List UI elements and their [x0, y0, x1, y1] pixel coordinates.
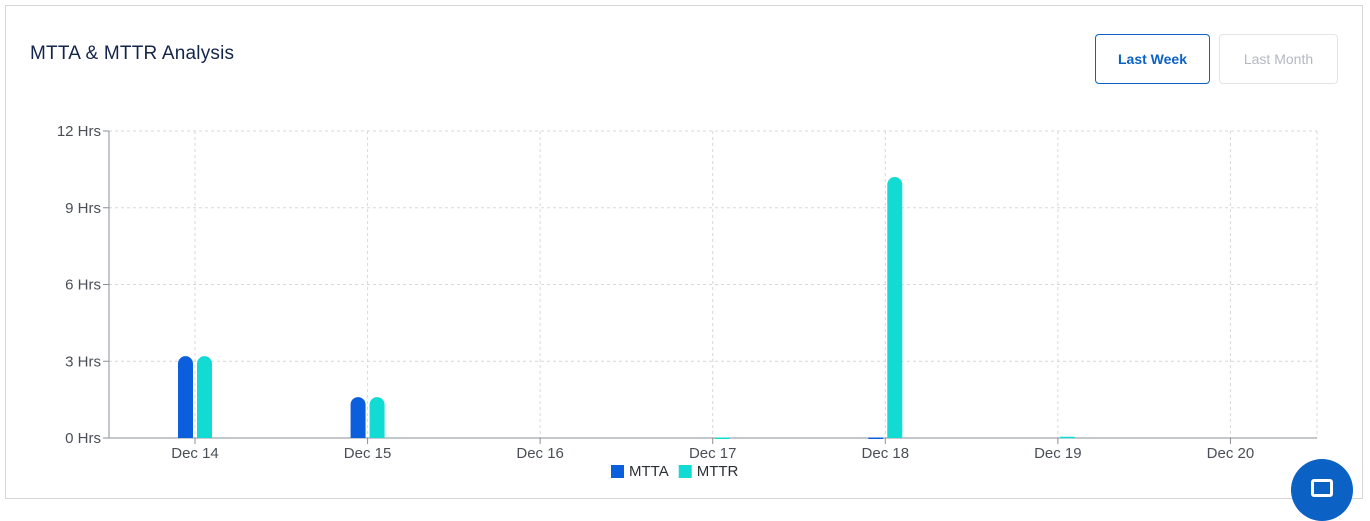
- x-tick-label: Dec 20: [1207, 445, 1255, 462]
- chat-bubble-icon: [1311, 479, 1333, 497]
- chat-button[interactable]: [1291, 459, 1353, 521]
- y-tick-label: 3 Hrs: [65, 353, 101, 370]
- y-tick-label: 9 Hrs: [65, 200, 101, 217]
- x-tick-label: Dec 19: [1034, 445, 1082, 462]
- last-week-button[interactable]: Last Week: [1095, 34, 1210, 84]
- mttr-bar-base: [369, 430, 385, 438]
- mtta-legend-swatch: [611, 465, 624, 478]
- x-tick-label: Dec 14: [171, 445, 219, 462]
- mttr-bar: [714, 437, 730, 439]
- mtta-bar-base: [350, 430, 366, 438]
- mttr-legend-label: MTTR: [697, 463, 739, 480]
- y-tick-label: 0 Hrs: [65, 430, 101, 447]
- analysis-card: MTTA & MTTR Analysis Last Week Last Mont…: [5, 5, 1363, 499]
- mtta-bar: [350, 397, 366, 438]
- x-tick-label: Dec 17: [689, 445, 737, 462]
- mttr-legend-swatch: [678, 465, 692, 478]
- mttr-bar-base: [197, 430, 212, 438]
- x-tick-label: Dec 16: [516, 445, 564, 462]
- y-tick-label: 6 Hrs: [65, 277, 101, 294]
- mttr-bar: [1059, 436, 1075, 439]
- mtta-bar: [868, 437, 884, 439]
- x-tick-label: Dec 18: [862, 445, 910, 462]
- mtta-bar: [178, 356, 193, 438]
- mtta-legend-label: MTTA: [629, 463, 669, 480]
- page-title: MTTA & MTTR Analysis: [30, 43, 235, 64]
- mtta-bar-base: [178, 430, 193, 438]
- x-tick-label: Dec 15: [344, 445, 392, 462]
- mtta-mttr-chart: 0 Hrs 3 Hrs 6 Hrs 9 Hrs 12 Hrs Dec 14 Dec 15 De…: [57, 123, 1318, 480]
- mttr-bar: [887, 177, 903, 439]
- mttr-bar: [369, 397, 385, 438]
- mttr-bar-base: [887, 430, 903, 438]
- y-tick-label: 12 Hrs: [57, 123, 101, 140]
- last-month-button[interactable]: Last Month: [1219, 34, 1338, 84]
- mttr-bar: [197, 356, 212, 438]
